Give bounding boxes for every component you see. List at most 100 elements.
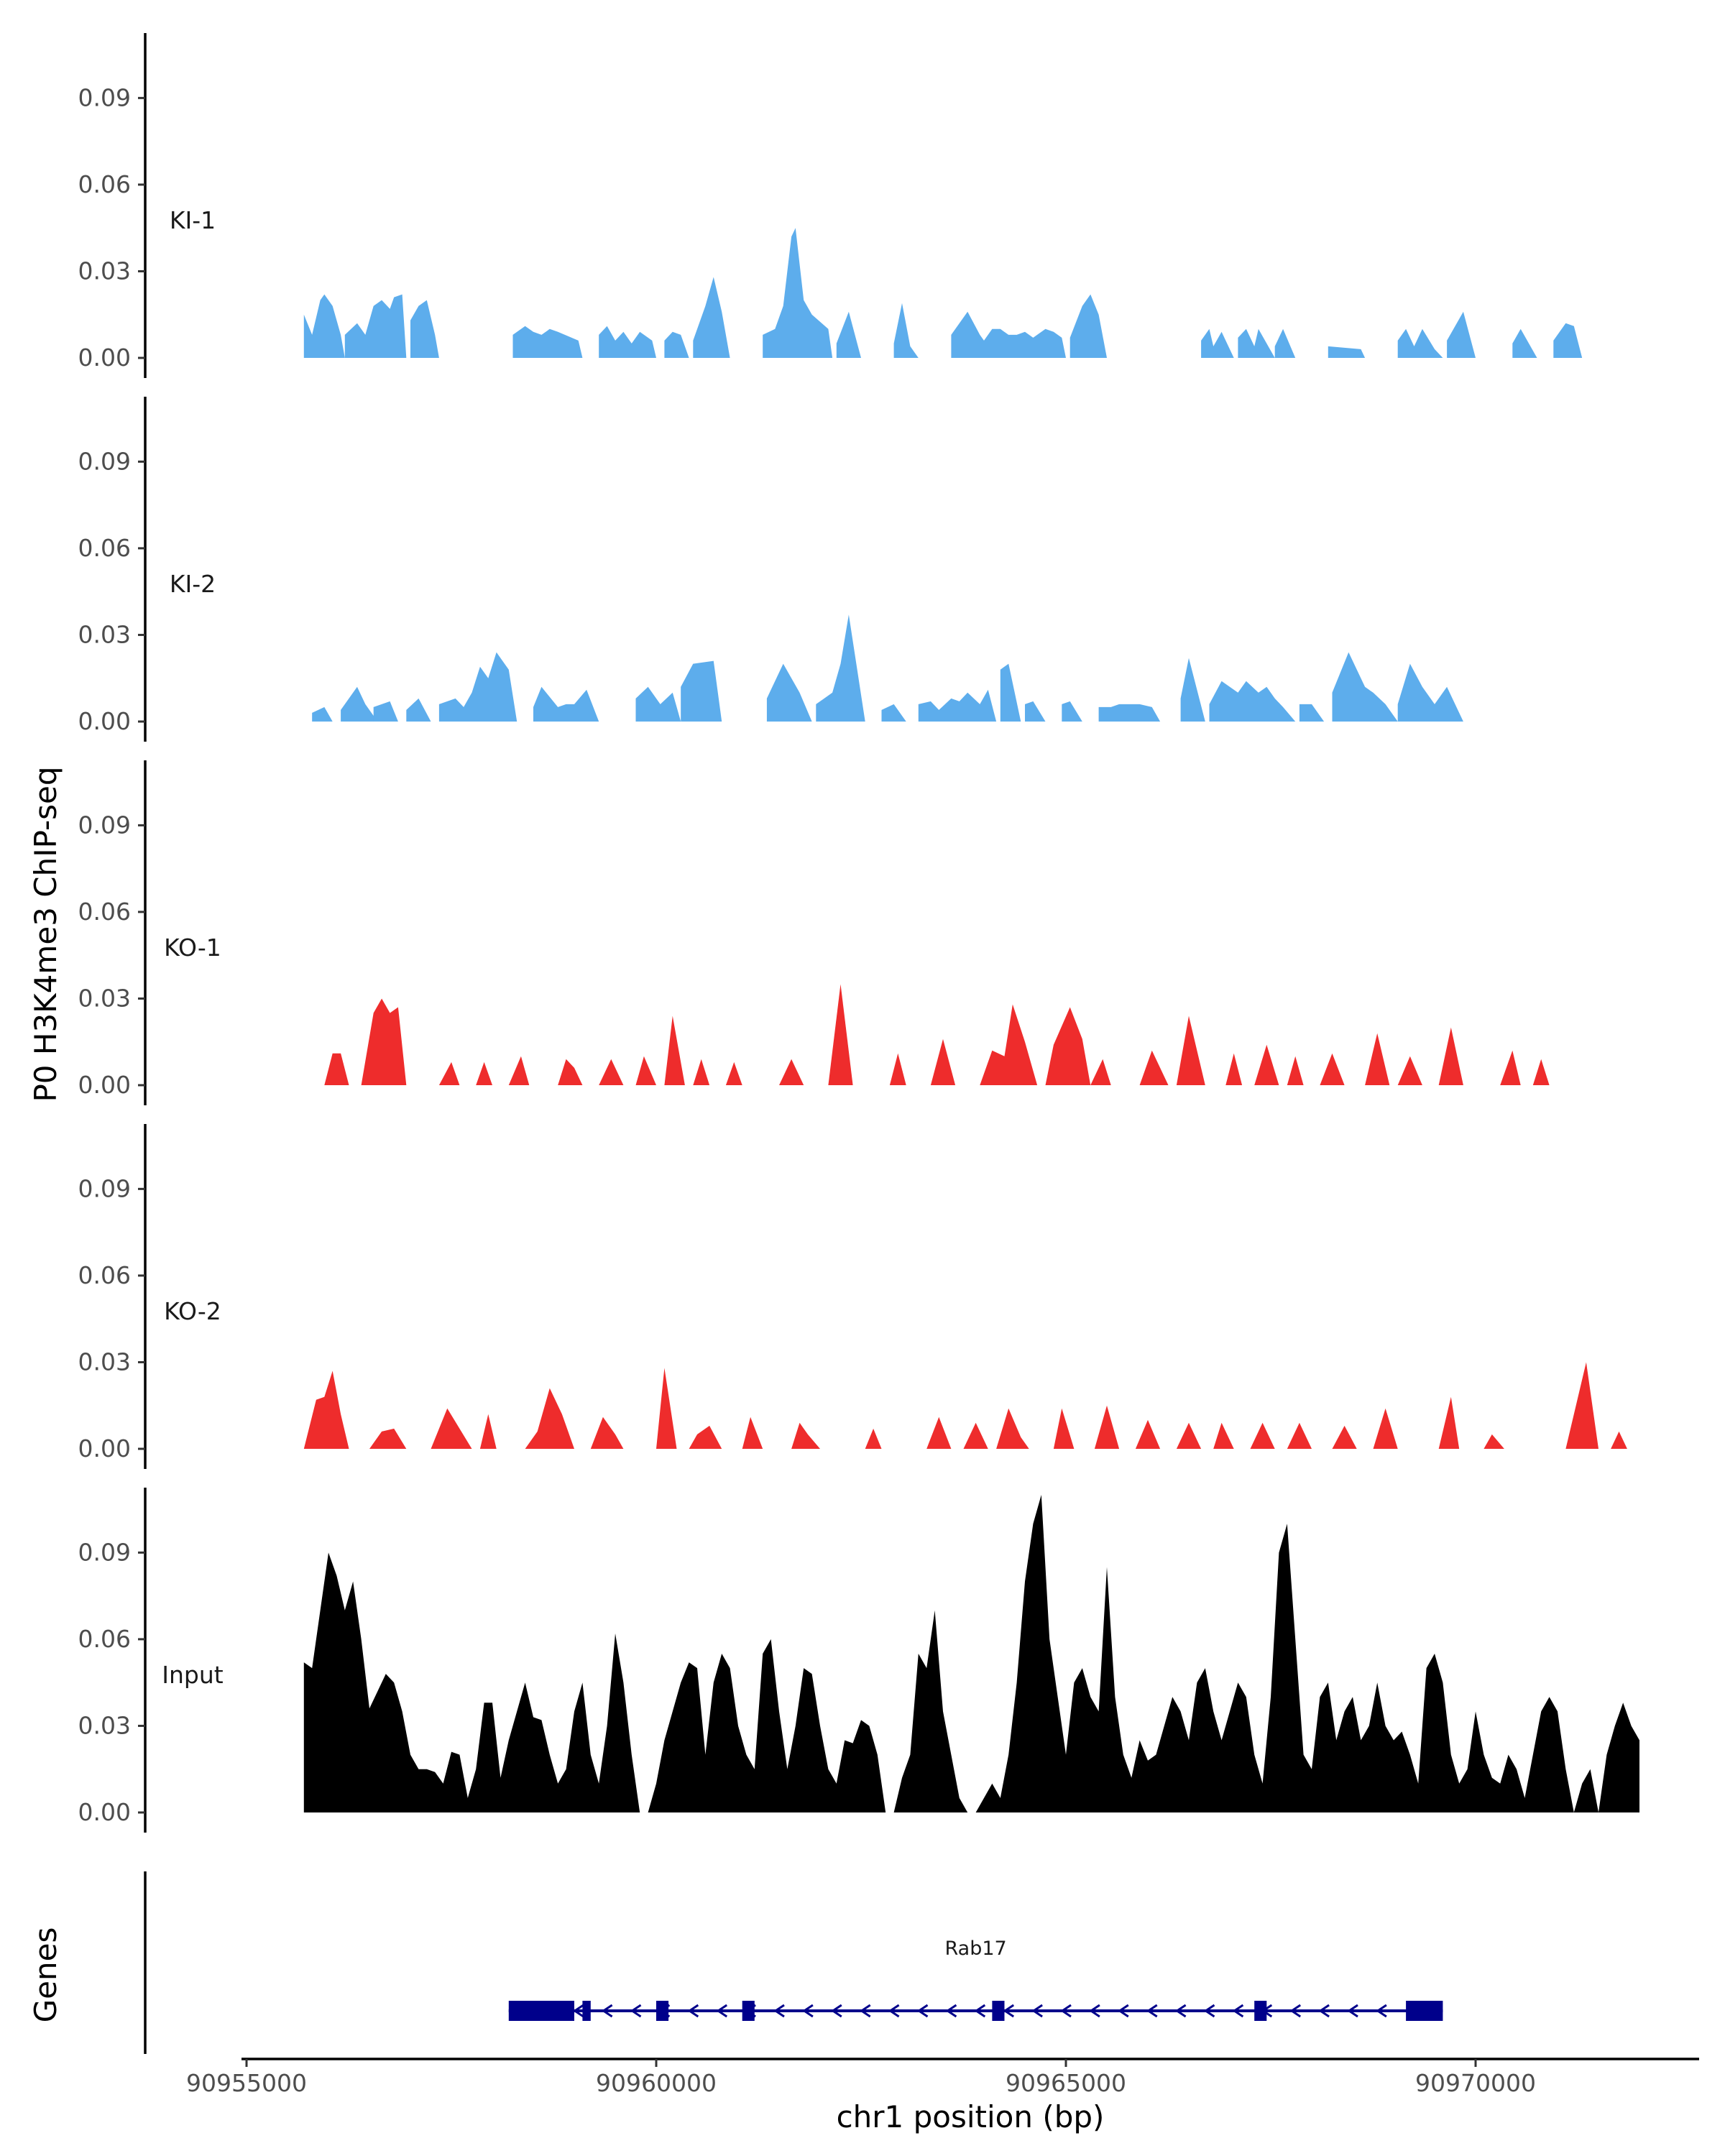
signal-peak	[693, 1059, 710, 1085]
signal-peak	[1062, 701, 1082, 722]
signal-peak	[975, 1495, 1639, 1812]
signal-peak	[1176, 1422, 1202, 1449]
signal-peak	[664, 331, 689, 358]
signal-peak	[951, 311, 1066, 358]
signal-peak	[438, 1061, 460, 1085]
signal-peak	[1565, 1362, 1598, 1449]
strand-arrow-icon	[1203, 2004, 1215, 2018]
signal-peak	[656, 1368, 677, 1449]
strand-arrow-icon	[1174, 2004, 1187, 2018]
signal-peak	[1611, 1431, 1627, 1449]
signal-peak	[599, 326, 656, 358]
signal-peak	[930, 1038, 956, 1085]
signal-peak	[1397, 328, 1443, 358]
y-tick-label: 0.00	[78, 1434, 131, 1462]
strand-arrow-icon	[687, 2004, 699, 2018]
signal-peak	[1225, 1053, 1243, 1085]
y-tick-label: 0.00	[78, 1071, 131, 1099]
signal-peak	[303, 1552, 640, 1812]
signal-peak	[1045, 1007, 1091, 1085]
signal-peak	[1332, 1425, 1357, 1449]
y-tick-label: 0.09	[78, 447, 131, 475]
y-tick-label: 0.09	[78, 1538, 131, 1566]
track-input: 0.00 0.03 0.06 0.09 Input	[78, 1488, 1639, 1833]
x-tick-label: 90965000	[1006, 2069, 1126, 2097]
y-tick-label: 0.06	[78, 1261, 131, 1289]
signal-peak	[1000, 663, 1021, 722]
signal-peak	[1447, 311, 1476, 358]
signal-peak	[599, 1059, 624, 1085]
signal-peak	[1438, 1396, 1460, 1449]
signal-peak	[324, 1053, 349, 1085]
signal-peak	[689, 1425, 722, 1449]
signal-peak	[693, 277, 730, 358]
strand-arrow-icon	[773, 2004, 785, 2018]
signal-peak	[1176, 1015, 1205, 1085]
signal-peak	[312, 706, 333, 722]
y-tick-label: 0.00	[78, 1798, 131, 1826]
y-tick-label: 0.09	[78, 811, 131, 839]
signal-peak	[889, 1053, 906, 1085]
signal-peak	[1201, 328, 1234, 358]
signal-peak	[681, 660, 722, 722]
gene-exon	[1406, 2001, 1443, 2021]
strand-arrow-icon	[945, 2004, 957, 2018]
signal-peak	[816, 614, 865, 722]
signal-peak	[828, 984, 853, 1085]
strand-arrow-icon	[802, 2004, 814, 2018]
signal-peak	[1238, 328, 1275, 358]
signal-peak	[725, 1061, 742, 1085]
track-ko-1: 0.00 0.03 0.06 0.09 KO-1	[78, 760, 1550, 1105]
signal-peak	[369, 1428, 407, 1449]
y-tick-label: 0.03	[78, 620, 131, 648]
strand-arrow-icon	[1060, 2004, 1072, 2018]
strand-arrow-icon	[1289, 2004, 1302, 2018]
signal-peak	[893, 303, 919, 358]
strand-arrow-icon	[1232, 2004, 1244, 2018]
signal-peak	[410, 300, 439, 358]
strand-arrow-icon	[1376, 2004, 1387, 2018]
gene-track: Rab17	[144, 1871, 1443, 2054]
signal-peak	[1098, 704, 1161, 722]
signal-peak	[344, 294, 407, 358]
signal-peak	[558, 1059, 583, 1085]
y-tick-label: 0.06	[78, 170, 131, 198]
signal-peak	[918, 689, 997, 722]
y-tick-label: 0.00	[78, 707, 131, 735]
signal-peak	[479, 1414, 497, 1449]
signal-peak	[1373, 1408, 1398, 1449]
x-tick-label: 90970000	[1415, 2069, 1536, 2097]
strand-arrow-icon	[831, 2004, 842, 2018]
signal-peak	[508, 1056, 530, 1085]
track-ko-2: 0.00 0.03 0.06 0.09 KO-2	[78, 1124, 1627, 1469]
signal-peak	[361, 998, 407, 1085]
gene-exon	[1254, 2001, 1267, 2021]
signal-peak	[431, 1408, 472, 1449]
track-label: KI-1	[170, 206, 216, 234]
strand-arrow-icon	[1118, 2004, 1129, 2018]
signal-peak	[836, 311, 861, 358]
y-tick-label: 0.00	[78, 344, 131, 372]
gene-exon	[742, 2001, 755, 2021]
signal-peak	[1500, 1050, 1521, 1085]
track-label: KI-2	[170, 570, 216, 598]
strand-arrow-icon	[1003, 2004, 1015, 2018]
x-axis: 90955000 90960000 90965000 90970000	[186, 2058, 1699, 2097]
y-tick-label: 0.03	[78, 1711, 131, 1739]
gene-exon	[656, 2001, 669, 2021]
signal-peak	[303, 294, 345, 358]
signal-peak	[1553, 323, 1583, 358]
signal-peak	[664, 1015, 685, 1085]
signal-peak	[1484, 1434, 1504, 1449]
strand-arrow-icon	[888, 2004, 900, 2018]
signal-peak	[1090, 1059, 1111, 1085]
gene-exon	[992, 2001, 1005, 2021]
signal-peak	[881, 704, 906, 722]
signal-peak	[648, 1639, 886, 1812]
signal-peak	[1139, 1050, 1169, 1085]
track-ki-2: 0.00 0.03 0.06 0.09 KI-2	[78, 397, 1463, 742]
x-tick-label: 90955000	[186, 2069, 307, 2097]
signal-peak	[1070, 294, 1107, 358]
signal-peak	[1328, 346, 1366, 358]
